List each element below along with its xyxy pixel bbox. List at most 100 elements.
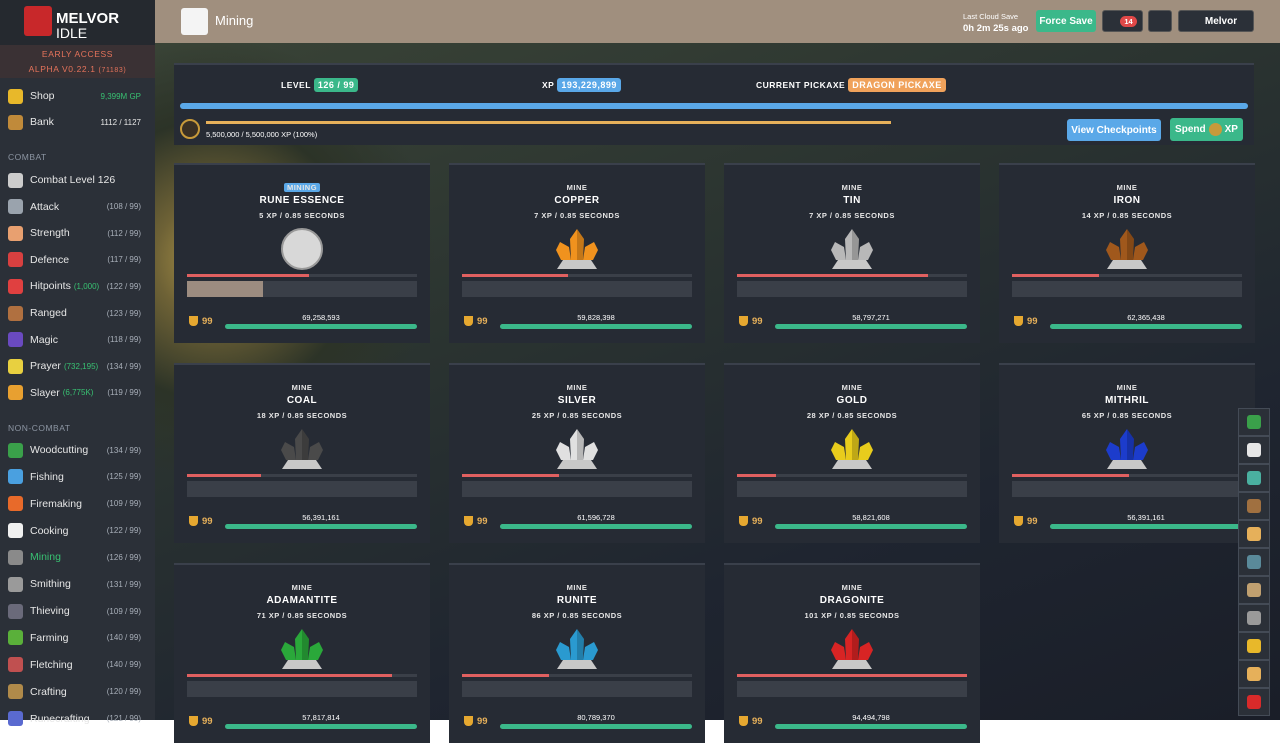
rock-rate: 14 XP / 0.85 SECONDS bbox=[1081, 211, 1173, 220]
pool-bar-track bbox=[206, 121, 891, 124]
rock-card[interactable]: MINING RUNE ESSENCE 5 XP / 0.85 SECONDS 99 6… bbox=[174, 163, 430, 343]
sidebar-label: Fishing bbox=[30, 470, 64, 483]
quick-access-button[interactable] bbox=[1238, 688, 1270, 716]
sidebar-label: Crafting bbox=[30, 685, 67, 698]
rock-card[interactable]: MINE COPPER 7 XP / 0.85 SECONDS 99 59,828,39… bbox=[449, 163, 705, 343]
crystal-center bbox=[845, 229, 859, 260]
sidebar-icon bbox=[8, 549, 23, 565]
sidebar-item[interactable]: Crafting (120 / 99) bbox=[0, 679, 155, 705]
force-save[interactable]: Force Save bbox=[1036, 10, 1096, 32]
sidebar-item[interactable]: Smithing (131 / 99) bbox=[0, 571, 155, 597]
crystal-shade bbox=[577, 629, 584, 660]
crystal-center bbox=[1120, 229, 1134, 260]
rock-card[interactable]: MINE GOLD 28 XP / 0.85 SECONDS 99 58,821,608 bbox=[724, 363, 980, 543]
quick-access-button[interactable] bbox=[1238, 492, 1270, 520]
sidebar-item[interactable]: Hitpoints (1,000) (122 / 99) bbox=[0, 273, 155, 299]
sidebar-item[interactable]: Cooking (122 / 99) bbox=[0, 518, 155, 544]
view-checkpoints[interactable]: View Checkpoints bbox=[1067, 119, 1161, 141]
rock-card[interactable]: MINE DRAGONITE 101 XP / 0.85 SECONDS 99 94,4… bbox=[724, 563, 980, 743]
quick-access-button[interactable] bbox=[1238, 548, 1270, 576]
sidebar-item[interactable]: Woodcutting (134 / 99) bbox=[0, 437, 155, 463]
sidebar-icon bbox=[8, 305, 23, 321]
mastery-bar bbox=[775, 724, 967, 729]
quick-access-button[interactable] bbox=[1238, 576, 1270, 604]
logo-bottom: IDLE bbox=[56, 25, 88, 41]
bank-count: 1112 / 1127 bbox=[100, 117, 141, 127]
quick-access-button[interactable] bbox=[1238, 436, 1270, 464]
crystal-center bbox=[295, 429, 309, 460]
quick-access-button[interactable] bbox=[1238, 660, 1270, 688]
spend-button[interactable]: Spend XP bbox=[1170, 118, 1243, 141]
user-menu[interactable]: Melvor bbox=[1178, 10, 1254, 32]
sidebar-item[interactable]: Farming (140 / 99) bbox=[0, 625, 155, 651]
rock-status-text: MINING bbox=[283, 183, 321, 192]
rock-card[interactable]: MINE ADAMANTITE 71 XP / 0.85 SECONDS 99 57,8… bbox=[174, 563, 430, 743]
rock-hp-bar bbox=[187, 474, 261, 477]
crystal-shade bbox=[577, 229, 584, 260]
rock-icon bbox=[281, 228, 323, 270]
sidebar-item[interactable]: Mining (126 / 99) bbox=[0, 544, 155, 570]
pickaxe: CURRENT PICKAXE DRAGON PICKAXE bbox=[756, 78, 946, 92]
sidebar-item[interactable]: Fletching (140 / 99) bbox=[0, 652, 155, 678]
sidebar-level: (109 / 99) bbox=[106, 606, 141, 616]
sidebar-item[interactable]: Strength (112 / 99) bbox=[0, 220, 155, 246]
sidebar-item[interactable]: Thieving (109 / 99) bbox=[0, 598, 155, 624]
sidebar-label: Smithing bbox=[30, 578, 71, 591]
sidebar-sub: (1,000) bbox=[73, 281, 100, 291]
rock-card[interactable]: MINE TIN 7 XP / 0.85 SECONDS 99 58,797,271 bbox=[724, 163, 980, 343]
sidebar-level: (126 / 99) bbox=[106, 552, 141, 562]
quick-access-icon bbox=[1247, 471, 1261, 485]
quick-access-button[interactable] bbox=[1238, 632, 1270, 660]
rock-rate: 7 XP / 0.85 SECONDS bbox=[534, 211, 620, 220]
sidebar-item[interactable]: Shop 9,399M GP bbox=[0, 83, 155, 109]
rock-base bbox=[282, 660, 322, 669]
crystal-center bbox=[1120, 429, 1134, 460]
page-icon bbox=[181, 8, 208, 35]
sidebar-item[interactable]: Attack (108 / 99) bbox=[0, 194, 155, 220]
rock-rate: 18 XP / 0.85 SECONDS bbox=[256, 411, 348, 420]
sidebar-item[interactable]: Firemaking (109 / 99) bbox=[0, 491, 155, 517]
sidebar-icon bbox=[8, 469, 23, 485]
sidebar-item[interactable]: Combat Level 126 bbox=[0, 167, 155, 193]
rock-card[interactable]: MINE IRON 14 XP / 0.85 SECONDS 99 62,365,438 bbox=[999, 163, 1255, 343]
rock-status-text: MINE bbox=[566, 383, 588, 392]
crystal-shade bbox=[302, 629, 309, 660]
sidebar-level: (122 / 99) bbox=[106, 526, 141, 536]
sidebar-icon bbox=[8, 657, 23, 673]
sidebar-item[interactable]: Defence (117 / 99) bbox=[0, 247, 155, 273]
quick-access-button[interactable] bbox=[1238, 604, 1270, 632]
rock-card[interactable]: MINE MITHRIL 65 XP / 0.85 SECONDS 99 56,391,… bbox=[999, 363, 1255, 543]
crystal-left bbox=[831, 642, 846, 660]
sidebar-item[interactable]: Slayer (6,775K) (119 / 99) bbox=[0, 380, 155, 406]
sidebar-icon bbox=[8, 385, 23, 401]
xp-bar bbox=[180, 103, 1248, 109]
mining-progress-track bbox=[187, 281, 417, 297]
rock-rate: 28 XP / 0.85 SECONDS bbox=[806, 411, 898, 420]
sidebar-item[interactable]: Magic (118 / 99) bbox=[0, 327, 155, 353]
mining-progress-track bbox=[462, 481, 692, 497]
notification-count: 14 bbox=[1120, 15, 1137, 27]
sidebar-item[interactable]: Fishing (125 / 99) bbox=[0, 464, 155, 490]
quick-access-button[interactable] bbox=[1238, 408, 1270, 436]
settings-button[interactable] bbox=[1148, 10, 1172, 32]
quick-access-icon bbox=[1247, 611, 1261, 625]
quick-access-button[interactable] bbox=[1238, 464, 1270, 492]
sidebar-icon bbox=[8, 711, 23, 726]
notifications-button[interactable]: 14 bbox=[1102, 10, 1143, 32]
rock-card[interactable]: MINE SILVER 25 XP / 0.85 SECONDS 99 61,596,7… bbox=[449, 363, 705, 543]
rock-card[interactable]: MINE RUNITE 86 XP / 0.85 SECONDS 99 80,789,3… bbox=[449, 563, 705, 743]
crystal-shade bbox=[1127, 429, 1134, 460]
sidebar-icon bbox=[8, 684, 23, 700]
spend-label: Spend bbox=[1175, 124, 1206, 135]
logo[interactable]: MELVOR IDLE bbox=[0, 0, 155, 45]
sidebar-item[interactable]: Prayer (732,195) (134 / 99) bbox=[0, 353, 155, 379]
sidebar-item[interactable]: Bank 1112 / 1127 bbox=[0, 109, 155, 135]
crystal-right bbox=[1133, 442, 1148, 460]
rock-card[interactable]: MINE COAL 18 XP / 0.85 SECONDS 99 56,391,161 bbox=[174, 363, 430, 543]
rock-status-text: MINE bbox=[566, 183, 588, 192]
rock-name: COAL bbox=[286, 395, 318, 406]
rock-name: SILVER bbox=[557, 395, 597, 406]
sidebar-item[interactable]: Runecrafting (121 / 99) bbox=[0, 706, 155, 732]
sidebar-item[interactable]: Ranged (123 / 99) bbox=[0, 300, 155, 326]
quick-access-button[interactable] bbox=[1238, 520, 1270, 548]
